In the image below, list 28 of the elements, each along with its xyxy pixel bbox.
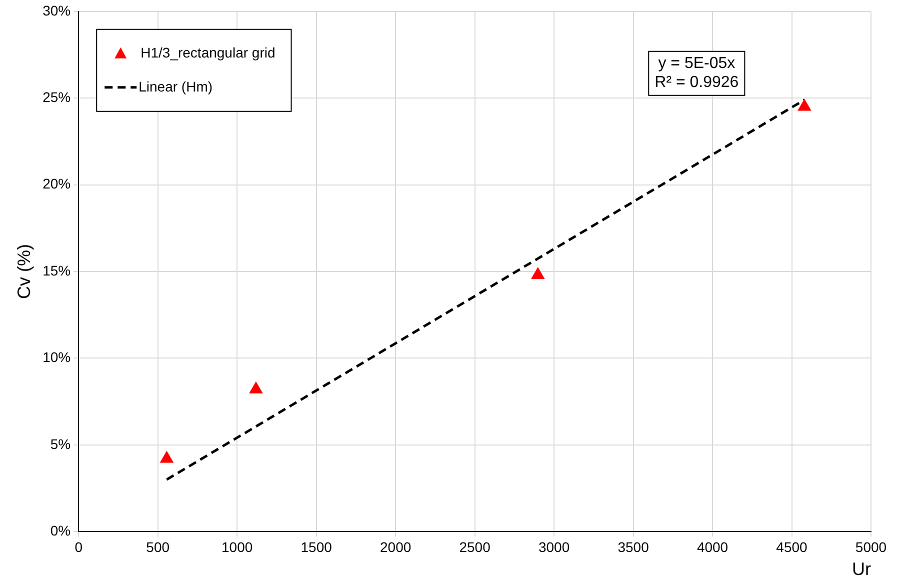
x-tick-label: 500 (146, 538, 170, 555)
x-tick-label: 2000 (380, 538, 412, 555)
x-tick-label: 4000 (696, 538, 728, 555)
x-tick-label: 3000 (538, 538, 570, 555)
point (798, 99, 812, 111)
y-tick-label: 10% (42, 349, 71, 366)
x-tick-label: 0 (74, 538, 83, 555)
x-tick-label: 2500 (459, 538, 491, 555)
x-axis-title: Ur (852, 559, 871, 580)
y-tick-label: 5% (50, 436, 71, 452)
point (160, 451, 174, 463)
point (531, 267, 544, 279)
x-tick-label: 3500 (618, 538, 650, 555)
x-tick-label: 1500 (300, 538, 332, 555)
point (249, 382, 263, 394)
legend-label: Linear (Hm) (138, 78, 213, 94)
y-tick-label: 30% (42, 2, 71, 18)
y-tick-label: 20% (42, 176, 71, 192)
legend-label: H1/3_rectangular grid (140, 44, 276, 60)
x-tick-label: 4500 (776, 538, 808, 555)
y-tick-label: 15% (42, 262, 71, 278)
x-tick-label: 5000 (855, 538, 887, 555)
y-tick-label: 0% (50, 522, 71, 538)
y-tick-label: 25% (42, 88, 71, 105)
y-axis-title: Cv (%) (14, 244, 34, 299)
x-tick-label: 1000 (222, 538, 253, 555)
annotation: R² = 0.9926 (654, 74, 739, 91)
annotation: y = 5E-05x (658, 54, 736, 72)
